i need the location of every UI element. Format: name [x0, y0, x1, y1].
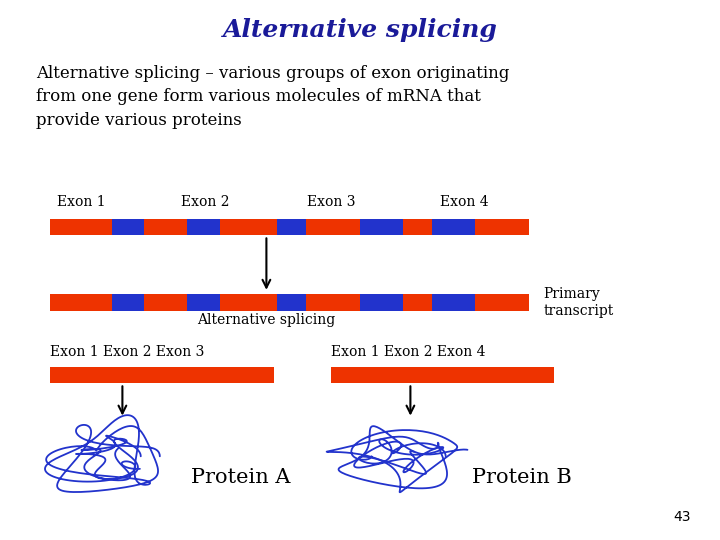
Text: Alternative splicing: Alternative splicing	[222, 18, 498, 42]
Text: 43: 43	[674, 510, 691, 524]
Bar	[220, 294, 277, 310]
Bar	[50, 367, 274, 383]
Bar	[403, 294, 432, 310]
Bar	[306, 294, 360, 310]
Bar	[331, 367, 554, 383]
Bar	[475, 219, 529, 235]
Bar	[144, 219, 187, 235]
Bar	[112, 219, 144, 235]
Bar	[144, 294, 187, 310]
Text: Exon 3: Exon 3	[307, 195, 356, 209]
Text: Exon 1: Exon 1	[57, 195, 106, 209]
Text: Alternative splicing – various groups of exon originating
from one gene form var: Alternative splicing – various groups of…	[36, 65, 509, 129]
Bar	[360, 294, 403, 310]
Bar	[360, 219, 403, 235]
Bar	[432, 294, 475, 310]
Bar	[432, 219, 475, 235]
Bar	[306, 219, 360, 235]
Bar	[403, 219, 432, 235]
Text: Exon 1 Exon 2 Exon 4: Exon 1 Exon 2 Exon 4	[331, 345, 486, 359]
Text: Exon 2: Exon 2	[181, 195, 230, 209]
Text: Protein B: Protein B	[472, 468, 572, 488]
Bar	[277, 219, 306, 235]
Text: Primary
transcript: Primary transcript	[544, 287, 614, 318]
Text: Protein A: Protein A	[191, 468, 290, 488]
Bar	[475, 294, 529, 310]
Bar	[112, 294, 144, 310]
Bar	[50, 219, 112, 235]
Bar	[50, 294, 112, 310]
Text: Exon 4: Exon 4	[440, 195, 489, 209]
Text: Exon 1 Exon 2 Exon 3: Exon 1 Exon 2 Exon 3	[50, 345, 204, 359]
Bar	[187, 294, 220, 310]
Bar	[277, 294, 306, 310]
Bar	[220, 219, 277, 235]
Text: Alternative splicing: Alternative splicing	[197, 313, 336, 327]
Bar	[187, 219, 220, 235]
